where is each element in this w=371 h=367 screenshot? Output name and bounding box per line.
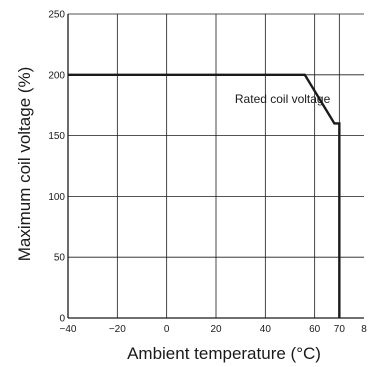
y-tick-label: 50 bbox=[54, 253, 66, 264]
y-tick-label: 250 bbox=[48, 10, 65, 21]
annotations: Rated coil voltage bbox=[235, 92, 331, 106]
series-line bbox=[68, 73, 341, 318]
y-tick-label: 200 bbox=[48, 70, 65, 81]
x-tick-label: 70 bbox=[334, 324, 346, 335]
y-tick-label: 150 bbox=[48, 131, 65, 142]
axes bbox=[67, 14, 364, 319]
y-axis-title: Maximum coil voltage (%) bbox=[15, 67, 34, 262]
x-tick-label: 40 bbox=[260, 324, 272, 335]
series bbox=[68, 73, 341, 318]
x-tick-label: −40 bbox=[60, 324, 77, 335]
y-tick-label: 0 bbox=[59, 314, 65, 325]
grid bbox=[68, 13, 364, 318]
annotation-label: Rated coil voltage bbox=[235, 92, 331, 106]
x-tick-label: 8 bbox=[361, 324, 367, 335]
x-tick-label: 20 bbox=[210, 324, 222, 335]
x-tick-label: 0 bbox=[164, 324, 170, 335]
x-tick-label: −20 bbox=[109, 324, 126, 335]
tick-labels: 0 50 100 150 200 250 −40 −20 0 20 40 60 70 8 bbox=[48, 10, 367, 336]
y-tick-label: 100 bbox=[48, 192, 65, 203]
x-tick-label: 60 bbox=[309, 324, 321, 335]
x-axis-title: Ambient temperature (°C) bbox=[127, 344, 321, 363]
